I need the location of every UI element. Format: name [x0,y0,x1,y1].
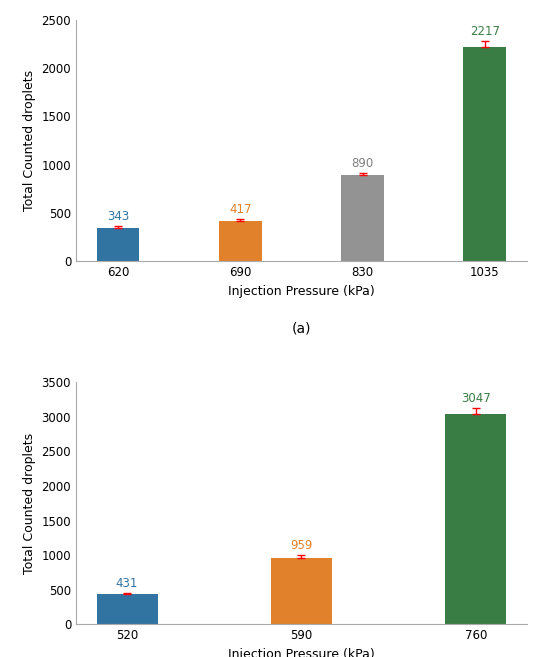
Bar [445,414,506,624]
Text: (a): (a) [292,322,311,336]
Text: 2217: 2217 [470,26,500,38]
Y-axis label: Total Counted droplets: Total Counted droplets [23,433,36,574]
Text: 431: 431 [116,577,138,590]
Text: 417: 417 [229,203,251,216]
Text: 959: 959 [290,539,313,552]
Bar [271,558,332,624]
Text: 343: 343 [107,210,129,223]
Bar [341,175,384,261]
Bar [463,47,506,261]
Text: 3047: 3047 [461,392,490,405]
X-axis label: Injection Pressure (kPa): Injection Pressure (kPa) [228,285,375,298]
Bar [97,229,140,261]
Text: 890: 890 [351,156,374,170]
X-axis label: Injection Pressure (kPa): Injection Pressure (kPa) [228,648,375,657]
Y-axis label: Total Counted droplets: Total Counted droplets [23,70,36,211]
Bar [219,221,262,261]
Bar [97,595,157,624]
